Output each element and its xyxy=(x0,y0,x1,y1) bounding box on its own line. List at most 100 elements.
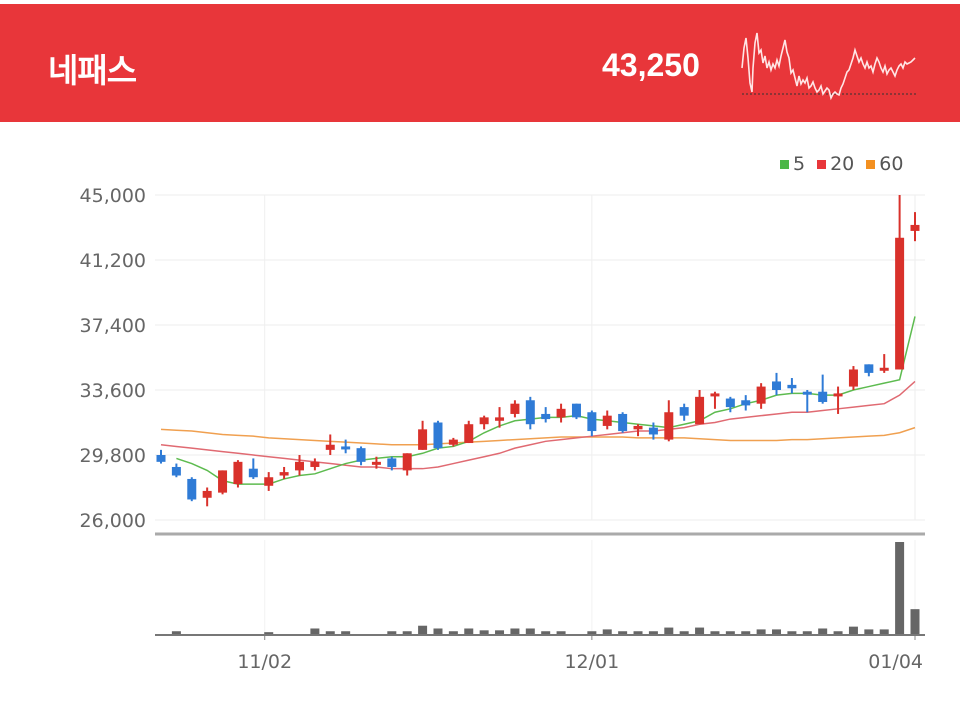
candle xyxy=(310,461,320,467)
legend-ma5-label: 5 xyxy=(793,153,806,175)
candle xyxy=(695,396,705,425)
candle xyxy=(756,386,766,404)
legend-ma5: 5 xyxy=(780,153,805,175)
volume-bar xyxy=(402,631,412,634)
volume-bars xyxy=(171,542,920,634)
candle xyxy=(772,381,782,390)
volume-bar xyxy=(387,631,397,634)
price-sparkline xyxy=(741,32,916,101)
candle xyxy=(479,417,489,425)
candle xyxy=(633,425,643,430)
volume-bar xyxy=(618,631,628,634)
candle xyxy=(910,224,920,231)
volume-bar xyxy=(802,631,812,634)
volume-bar xyxy=(864,629,874,634)
volume-bar xyxy=(648,631,658,634)
candles xyxy=(156,195,920,507)
volume-bar xyxy=(495,630,505,634)
candle xyxy=(294,461,304,471)
ma60-swatch xyxy=(866,159,876,169)
candle xyxy=(525,400,535,425)
candle xyxy=(571,403,581,418)
candle xyxy=(495,417,505,421)
volume-bar xyxy=(464,628,474,634)
volume-bar xyxy=(633,631,643,634)
candle xyxy=(356,448,366,462)
candle xyxy=(402,453,412,471)
volume-bar xyxy=(710,631,720,634)
volume-bar xyxy=(448,631,458,634)
candle xyxy=(279,472,289,476)
candle xyxy=(541,413,551,420)
stock-header: 네패스 43,250 xyxy=(0,4,960,122)
volume-bar xyxy=(264,632,274,634)
candle xyxy=(864,364,874,373)
volume-bar xyxy=(741,631,751,634)
volume-bar xyxy=(879,629,889,634)
candle xyxy=(895,237,905,370)
legend-ma60-label: 60 xyxy=(879,153,904,175)
candle xyxy=(818,391,828,402)
x-tick-label: 12/01 xyxy=(564,651,619,673)
volume-bar xyxy=(418,625,428,634)
x-tick-label: 01/04 xyxy=(868,651,923,673)
current-price: 43,250 xyxy=(602,47,700,83)
volume-bar xyxy=(818,628,828,634)
stock-name: 네패스 xyxy=(48,51,137,90)
candle xyxy=(602,415,612,426)
ma20-line xyxy=(160,380,916,470)
volume-bar xyxy=(848,626,858,634)
candle xyxy=(233,461,243,485)
candle xyxy=(371,461,381,465)
candle xyxy=(664,412,674,440)
volume-bar xyxy=(725,631,735,634)
candle xyxy=(218,470,228,493)
candle xyxy=(879,367,889,371)
chart-legend: 5 20 60 xyxy=(780,153,909,175)
candle xyxy=(248,468,258,478)
legend-ma20: 20 xyxy=(817,153,854,175)
volume-bar xyxy=(602,629,612,634)
y-tick-label: 33,600 xyxy=(80,380,146,402)
candle xyxy=(448,439,458,445)
volume-bar xyxy=(510,628,520,634)
volume-bar xyxy=(756,629,766,634)
volume-bar xyxy=(325,631,335,634)
candle xyxy=(464,424,474,444)
volume-bar xyxy=(310,628,320,634)
volume-bar xyxy=(587,631,597,634)
volume-bar xyxy=(833,631,843,634)
volume-bar xyxy=(341,631,351,634)
legend-ma20-label: 20 xyxy=(830,153,855,175)
volume-bar xyxy=(171,631,181,634)
candle xyxy=(725,398,735,408)
candle xyxy=(387,458,397,467)
volume-bar xyxy=(679,631,689,634)
candle xyxy=(710,393,720,397)
volume-bar xyxy=(664,627,674,634)
candle xyxy=(156,455,166,462)
candle xyxy=(587,412,597,432)
volume-bar xyxy=(433,628,443,634)
volume-bar xyxy=(772,629,782,634)
ma5-swatch xyxy=(780,159,789,169)
candle xyxy=(433,422,443,449)
volume-bar xyxy=(895,542,905,634)
legend-ma60: 60 xyxy=(866,153,903,175)
candle xyxy=(833,393,843,397)
candle xyxy=(848,369,858,387)
candle xyxy=(187,478,197,500)
candle xyxy=(264,477,274,486)
y-axis-labels: 45,000 41,200 37,400 33,600 29,800 26,000 xyxy=(80,185,146,532)
candle xyxy=(741,400,751,406)
volume-bar xyxy=(541,631,551,634)
y-tick-label: 29,800 xyxy=(80,445,146,467)
x-tick-label: 11/02 xyxy=(237,651,292,673)
ma20-swatch xyxy=(817,159,827,169)
candle xyxy=(679,407,689,416)
volume-bar xyxy=(479,630,489,634)
chart-grid xyxy=(155,194,925,640)
volume-bar xyxy=(695,627,705,634)
candle xyxy=(418,429,428,450)
ma60-line xyxy=(160,426,916,446)
